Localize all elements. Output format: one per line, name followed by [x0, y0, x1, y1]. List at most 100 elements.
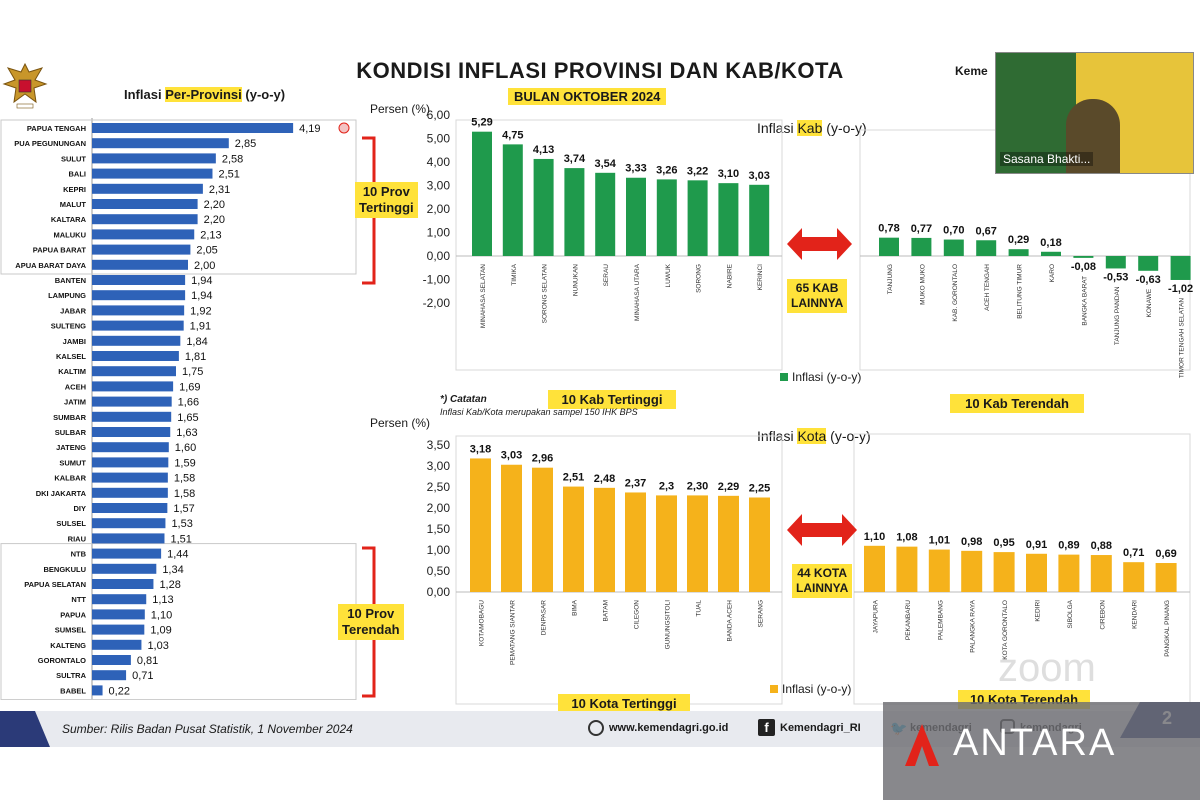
- kota-high-category-label: DENPASAR: [541, 600, 548, 636]
- prov-value-label: 1,63: [176, 427, 197, 439]
- prov-bar: [92, 138, 229, 149]
- kota-low-bar: [928, 549, 950, 592]
- kota-low-bar: [1090, 555, 1112, 592]
- antara-logo-icon: [901, 720, 943, 770]
- kota-ytick-label: 1,00: [427, 543, 451, 557]
- kab-high-category-label: MINAHASA SELATAN: [480, 264, 487, 328]
- kota-high-value-label: 2,37: [625, 477, 646, 489]
- kota-ytick-label: 1,50: [427, 522, 451, 536]
- kab-low-bar: [1170, 256, 1191, 280]
- kota-high-bar: [687, 495, 708, 592]
- prov-value-label: 1,91: [190, 321, 211, 333]
- kota-low-bar: [1026, 553, 1047, 592]
- prov-category-label: DIY: [73, 504, 86, 513]
- kota-high-bar: [470, 458, 491, 592]
- kab-high-value-label: 3,54: [594, 158, 616, 170]
- facebook-link[interactable]: Kemendagri_RI: [780, 722, 861, 734]
- kota-legend: Inflasi (y-o-y): [770, 682, 851, 696]
- kota-high-value-label: 2,3: [659, 480, 674, 492]
- kota-low-bar: [1123, 562, 1145, 592]
- kota-low-category-label: PALANGKA RAYA: [970, 599, 977, 652]
- kab-low-bar: [1073, 256, 1094, 258]
- kab-low-value-label: -0,63: [1136, 274, 1161, 286]
- prov-category-label: KALTARA: [51, 215, 87, 224]
- globe-icon: [588, 720, 604, 736]
- kab-chart: 6,00 5,00 4,00 3,00 2,00 1,00 0,00 -1,00 -2,00 5,…: [423, 108, 1193, 378]
- kab-high-category-label: KERINCI: [757, 264, 764, 291]
- prov-value-label: 0,81: [137, 655, 158, 667]
- kota-high-bar: [749, 497, 770, 592]
- prov-category-label: MALUKU: [54, 230, 87, 239]
- prov-category-label: DKI JAKARTA: [36, 489, 87, 498]
- kab-low-value-label: 0,18: [1040, 237, 1061, 249]
- kab-low-category-label: KAB. GORONTALO: [952, 264, 959, 322]
- kab-legend-text: Inflasi (y-o-y): [792, 370, 862, 384]
- prov-bar: [92, 655, 131, 665]
- kota-high-category-label: SERANG: [758, 600, 765, 627]
- prov-value-label: 1,03: [147, 640, 168, 652]
- prov-value-label: 1,94: [191, 290, 212, 302]
- kab-low-category-label: ACEH TENGAH: [984, 264, 991, 311]
- kota-low-category-label: PALEMBANG: [937, 600, 944, 640]
- prov-bar: [92, 153, 216, 164]
- kab-legend: Inflasi (y-o-y): [780, 370, 861, 384]
- kota-high-value-label: 2,51: [563, 472, 584, 484]
- prov-value-label: 1,09: [150, 625, 171, 637]
- kab-low-bar: [976, 240, 997, 256]
- prov-category-label: SUMUT: [59, 458, 86, 467]
- prov-bar: [92, 351, 179, 361]
- prov-value-label: 2,20: [204, 214, 225, 226]
- video-tile[interactable]: Sasana Bhakti...: [995, 52, 1194, 174]
- prov-value-label: 1,75: [182, 366, 203, 378]
- prov-category-label: KALBAR: [54, 474, 86, 483]
- page-title: KONDISI INFLASI PROVINSI DAN KAB/KOTA: [356, 58, 844, 83]
- kab-unit-label: Persen (%): [370, 102, 431, 116]
- kota-high-value-label: 3,03: [501, 450, 522, 462]
- kota-high-value-label: 2,29: [718, 481, 739, 493]
- kota-low-value-label: 0,69: [1155, 548, 1176, 560]
- kab-ytick-label: -2,00: [423, 296, 451, 310]
- prov-bar: [92, 685, 103, 696]
- prov-category-label: BABEL: [60, 686, 86, 695]
- kota-high-category-label: CILEGON: [634, 600, 641, 630]
- kab-high-value-label: 4,75: [502, 129, 523, 141]
- kota-low-value-label: 0,95: [993, 537, 1014, 549]
- prov-bar: [92, 609, 145, 620]
- prov-category-label: KALTENG: [50, 641, 86, 650]
- kota-legend-text: Inflasi (y-o-y): [782, 682, 852, 696]
- kota-ytick-label: 3,50: [427, 438, 451, 452]
- kota-high-bar: [532, 467, 553, 592]
- prov-bar: [92, 472, 168, 483]
- kab-ytick-label: 4,00: [427, 155, 451, 169]
- kota-low-category-label: KENDARI: [1132, 600, 1139, 629]
- kota-high-category-label: BANDA ACEH: [727, 600, 734, 642]
- kab-low-value-label: 0,78: [878, 223, 899, 235]
- kota-low-value-label: 1,10: [864, 531, 885, 543]
- kab-low-value-label: -0,08: [1071, 261, 1096, 273]
- prov-bar: [92, 503, 168, 513]
- zoom-watermark: zoom: [998, 646, 1096, 690]
- prov-category-label: MALUT: [60, 200, 87, 209]
- prov-bar: [92, 275, 186, 285]
- prov-bar: [92, 487, 168, 498]
- kab-middle-label: 65 KAB LAINNYA: [787, 279, 848, 313]
- kota-ytick-label: 3,00: [427, 459, 451, 473]
- prov-category-label: KALTIM: [58, 367, 86, 376]
- prov-top-label: 10 Prov Tertinggi: [355, 182, 418, 218]
- website-link[interactable]: www.kemendagri.go.id: [609, 722, 729, 734]
- prov-category-label: PAPUA TENGAH: [27, 124, 86, 133]
- kab-high-bar: [626, 177, 646, 256]
- prov-category-label: KALSEL: [56, 352, 86, 361]
- kab-high-category-label: SERAU: [603, 264, 610, 287]
- kota-low-value-label: 0,98: [961, 536, 982, 548]
- prov-value-label: 1,53: [171, 518, 192, 530]
- kota-high-value-label: 2,48: [594, 473, 615, 485]
- prov-category-label: BALI: [69, 170, 87, 179]
- kab-high-bar: [687, 180, 708, 256]
- kab-high-value-label: 4,13: [533, 144, 554, 156]
- prov-category-label: ACEH: [65, 382, 86, 391]
- kab-chart-title: Inflasi Kab (y-o-y): [757, 120, 867, 136]
- kota-low-bar: [993, 552, 1015, 592]
- kab-ytick-label: 2,00: [427, 202, 451, 216]
- source-text: Sumber: Rilis Badan Pusat Statistik, 1 N…: [62, 722, 353, 736]
